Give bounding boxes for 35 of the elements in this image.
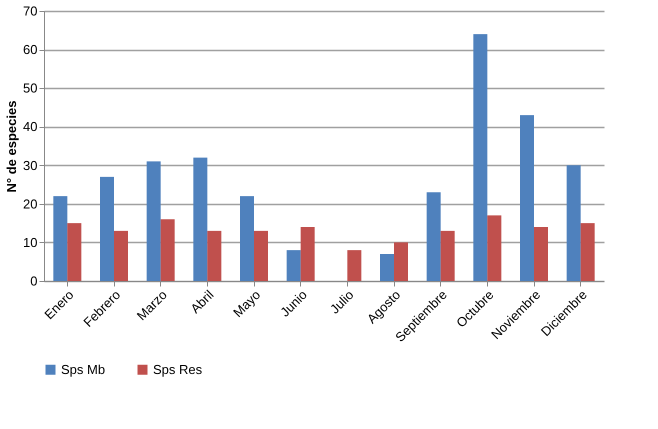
- bar: [160, 219, 175, 281]
- bar: [580, 223, 595, 281]
- y-axis-title: N° de especies: [4, 100, 20, 192]
- legend-label: Sps Res: [153, 362, 203, 377]
- bar: [300, 227, 315, 281]
- bar: [520, 115, 534, 281]
- y-tick-label: 50: [23, 80, 38, 96]
- bar: [347, 250, 362, 281]
- y-tick-label: 0: [30, 274, 38, 288]
- bar: [380, 254, 394, 281]
- y-tick-label: 40: [23, 119, 38, 134]
- y-tick-label: 70: [23, 4, 38, 18]
- y-tick-label: 60: [23, 42, 38, 58]
- legend-label: Sps Mb: [61, 362, 106, 377]
- y-tick-label: 10: [23, 234, 38, 250]
- bar: [487, 215, 502, 281]
- bar: [114, 230, 128, 281]
- bar: [53, 196, 68, 281]
- x-tick-label: Julio: [327, 287, 357, 317]
- bar: [146, 161, 161, 281]
- bar: [426, 192, 441, 281]
- y-tick-label: 30: [23, 158, 38, 173]
- bar: [193, 158, 208, 281]
- bar: [240, 196, 254, 281]
- bar: [394, 242, 408, 281]
- bar: [534, 227, 548, 281]
- bar: [286, 250, 301, 281]
- bar: [566, 165, 581, 281]
- bar: [207, 230, 222, 281]
- bar: [473, 34, 488, 281]
- bar: [440, 230, 455, 281]
- bar: [254, 230, 268, 281]
- y-tick-label: 20: [23, 196, 38, 212]
- bar: [67, 223, 82, 281]
- bar: [100, 176, 114, 281]
